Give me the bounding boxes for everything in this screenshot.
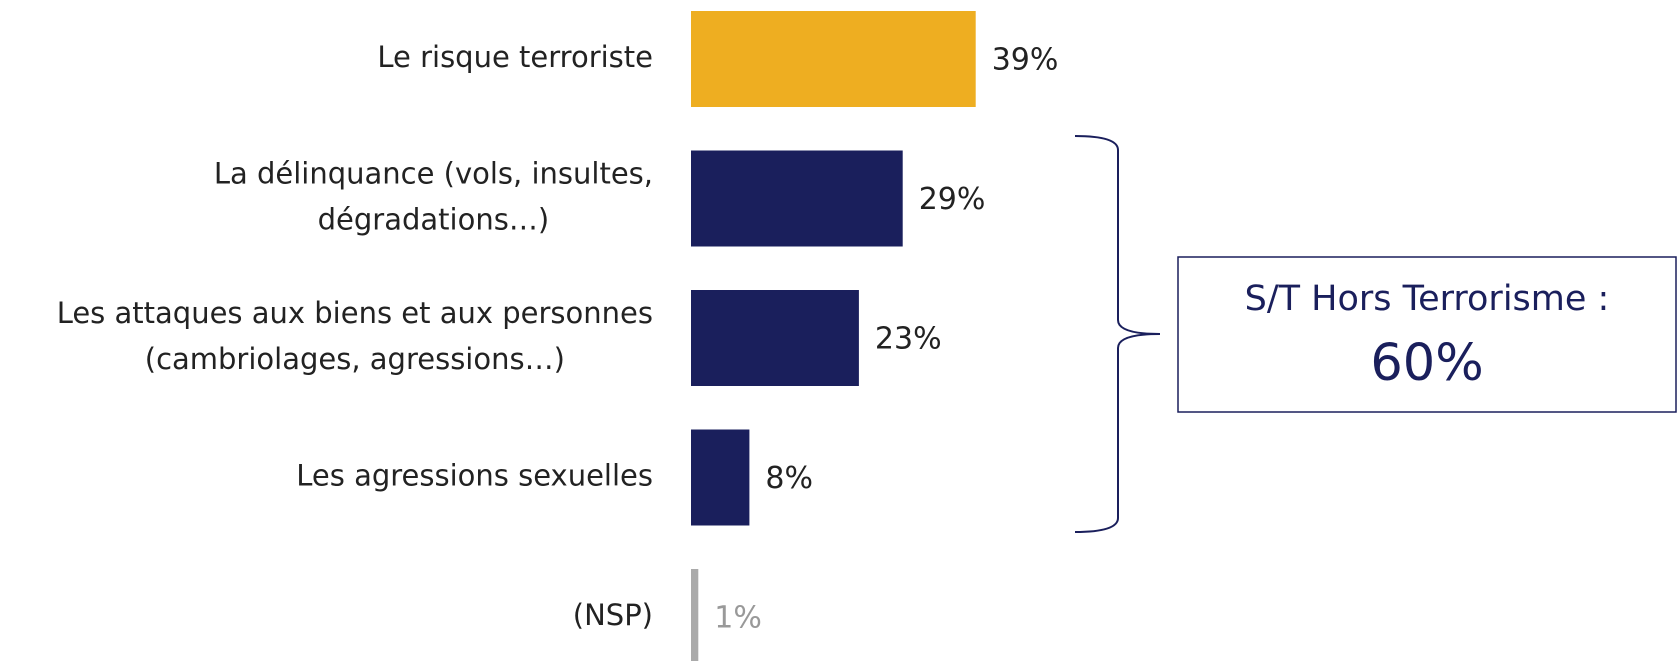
summary-box xyxy=(1177,256,1677,413)
bar xyxy=(691,429,750,526)
summary-label: S/T Hors Terrorisme : xyxy=(1245,279,1610,319)
bar xyxy=(691,569,699,661)
bar xyxy=(691,290,859,386)
value-label: 23% xyxy=(875,322,942,357)
category-label: Les agressions sexuelles xyxy=(296,459,653,493)
value-label: 1% xyxy=(714,601,762,636)
bar xyxy=(691,150,903,247)
category-label: (cambriolages, agressions…) xyxy=(145,342,565,376)
bracket xyxy=(1074,135,1161,533)
value-label: 8% xyxy=(765,461,813,496)
summary-value: 60% xyxy=(1370,334,1483,393)
category-label: Les attaques aux biens et aux personnes xyxy=(57,296,653,330)
category-label: dégradations…) xyxy=(318,203,550,237)
value-label: 29% xyxy=(919,182,986,217)
category-label: La délinquance (vols, insultes, xyxy=(214,157,653,191)
category-label: Le risque terroriste xyxy=(377,40,653,74)
bar xyxy=(691,11,976,107)
value-label: 39% xyxy=(992,43,1059,78)
category-label: (NSP) xyxy=(573,598,653,632)
